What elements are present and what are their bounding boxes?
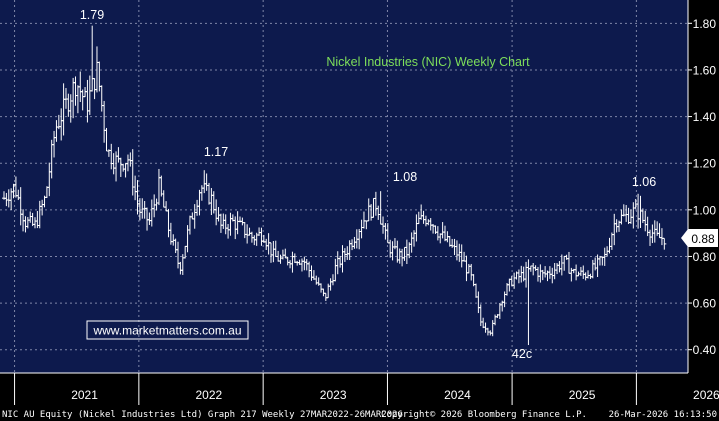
y-tick-label: 1.40 xyxy=(693,110,717,124)
watermark-text: www.marketmatters.com.au xyxy=(92,324,241,338)
x-tick-label: 2025 xyxy=(569,388,596,402)
ohlc-bar xyxy=(662,237,667,250)
y-tick-label: 0.60 xyxy=(693,297,717,311)
date-axis-labels: 2021 2022 2023 2024 2025 2026 xyxy=(14,373,719,405)
watermark-box: www.marketmatters.com.au xyxy=(86,320,249,340)
last-price-label: 0.88 xyxy=(681,229,718,247)
y-tick-label: 1.80 xyxy=(693,17,717,31)
y-tick-label: 1.20 xyxy=(693,157,717,171)
x-tick-label: 2023 xyxy=(320,388,347,402)
chart-title: Nickel Industries (NIC) Weekly Chart xyxy=(326,55,530,69)
date-axis-background xyxy=(0,373,688,405)
footer-timestamp: 26-Mar-2026 16:13:50 xyxy=(609,410,717,420)
x-tick-label: 2021 xyxy=(71,388,98,402)
y-tick-label: 1.00 xyxy=(693,203,717,217)
last-price-value: 0.88 xyxy=(691,232,715,246)
x-tick-label: 2024 xyxy=(444,388,471,402)
footer-background xyxy=(0,405,719,421)
plot-background xyxy=(0,0,688,373)
price-axis-ticks: 1.80 1.60 1.40 1.20 1.00 0.80 0.60 0.40 xyxy=(688,17,716,357)
annotation-high-2026: 1.06 xyxy=(632,175,656,189)
annotation-high-2023: 1.08 xyxy=(393,170,417,184)
price-bars xyxy=(2,25,667,346)
annotation-high-2021: 1.79 xyxy=(80,8,104,22)
y-tick-label: 1.60 xyxy=(693,63,717,77)
gridlines xyxy=(0,0,688,373)
annotation-high-2022: 1.17 xyxy=(204,145,228,159)
y-tick-label: 0.80 xyxy=(693,250,717,264)
footer-copyright: Copyright© 2026 Bloomberg Finance L.P. xyxy=(381,410,587,420)
y-tick-label: 0.40 xyxy=(693,343,717,357)
footer-description: NIC AU Equity (Nickel Industries Ltd) Gr… xyxy=(2,410,403,420)
price-axis-background xyxy=(688,0,719,373)
x-tick-label: 2022 xyxy=(196,388,223,402)
x-tick-label: 2026 xyxy=(693,388,719,402)
annotation-low-2025: 42c xyxy=(512,347,532,361)
